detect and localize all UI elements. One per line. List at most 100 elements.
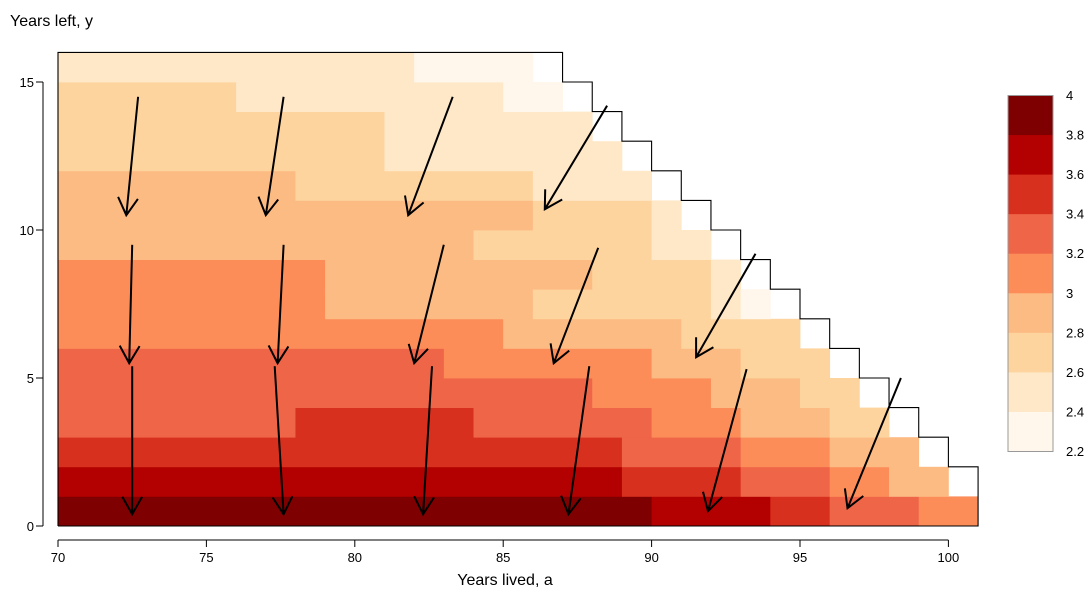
legend-swatch xyxy=(1008,174,1053,215)
legend-swatch xyxy=(1008,372,1053,413)
y-tick-label: 0 xyxy=(27,519,34,534)
heatmap-cell xyxy=(58,230,474,260)
legend-label: 3.2 xyxy=(1066,246,1084,261)
heatmap-cell xyxy=(651,230,712,260)
x-tick-label: 80 xyxy=(348,550,362,565)
flow-arrow xyxy=(404,96,454,218)
x-axis: 70 75 80 85 90 95 100 xyxy=(51,539,960,565)
heatmap-cell xyxy=(621,466,742,497)
y-axis-title: Years left, y xyxy=(10,13,93,30)
heatmap-cell xyxy=(58,200,534,231)
heatmap-cell xyxy=(384,111,593,142)
legend-label: 4 xyxy=(1066,88,1073,103)
heatmap-cell xyxy=(710,378,801,408)
flow-arrow xyxy=(695,253,757,360)
heatmap-cell xyxy=(295,407,474,438)
legend-label: 2.8 xyxy=(1066,325,1084,340)
x-tick-label: 90 xyxy=(644,550,658,565)
flow-arrow xyxy=(413,366,435,517)
heatmap-cell xyxy=(58,52,415,83)
heatmap-cell xyxy=(473,407,652,438)
domain-boundary-line xyxy=(57,51,979,527)
heatmap-cell xyxy=(740,466,831,497)
heatmap-cell xyxy=(414,52,534,83)
heatmap-cell xyxy=(58,289,326,320)
legend-frame xyxy=(1007,95,1054,452)
legend-label: 2.2 xyxy=(1066,444,1084,459)
y-tick-label: 5 xyxy=(27,371,34,386)
heatmap-cell xyxy=(58,141,385,172)
legend-swatch xyxy=(1008,293,1053,334)
flow-arrow xyxy=(560,366,591,517)
heatmap-cell xyxy=(592,259,712,290)
heatmap-cell xyxy=(740,407,831,438)
legend-swatch xyxy=(1008,253,1053,294)
heatmap-cell xyxy=(829,496,920,527)
x-tick-label: 70 xyxy=(51,550,65,565)
flow-arrows xyxy=(117,96,902,517)
heatmap-cell xyxy=(295,170,534,201)
color-legend: 4 3.8 3.6 3.4 3.2 3 2.8 2.6 2.4 2.2 xyxy=(1007,88,1084,459)
heatmap-cell xyxy=(740,348,831,379)
heatmap-cell xyxy=(770,496,831,527)
legend-label: 2.4 xyxy=(1066,404,1084,419)
heatmap-cell xyxy=(592,378,712,408)
legend-swatch xyxy=(1008,411,1053,452)
heatmap-cell xyxy=(503,318,682,349)
legend-swatch xyxy=(1008,95,1053,136)
flow-arrow xyxy=(549,247,600,366)
flow-arrow xyxy=(702,368,748,514)
heatmap-cell xyxy=(473,230,652,260)
heatmap-cell xyxy=(532,170,652,201)
heatmap-cell xyxy=(58,437,623,468)
heatmap-cell xyxy=(58,378,593,408)
flow-arrow xyxy=(121,366,143,517)
legend-swatch xyxy=(1008,135,1053,176)
y-axis: 0 5 10 15 xyxy=(20,75,44,534)
heatmap-cell xyxy=(829,466,890,497)
x-tick-label: 95 xyxy=(793,550,807,565)
heatmap-cell xyxy=(473,141,623,172)
heatmap-cell xyxy=(829,407,890,438)
flow-arrow xyxy=(271,366,294,517)
heatmap-cell xyxy=(236,82,504,112)
legend-label: 3.4 xyxy=(1066,207,1084,222)
legend-label: 3.8 xyxy=(1066,128,1084,143)
flow-arrow xyxy=(407,244,445,366)
heatmap-cell xyxy=(443,348,652,379)
x-tick-label: 75 xyxy=(199,550,213,565)
y-tick-label: 15 xyxy=(20,75,34,90)
heatmap-cell xyxy=(384,141,474,172)
heatmap-cell xyxy=(325,259,593,290)
heatmap-cell xyxy=(740,289,771,320)
legend-label: 2.6 xyxy=(1066,365,1084,380)
heatmap-cell xyxy=(681,318,801,349)
heatmap-cell xyxy=(740,437,831,468)
flow-arrow xyxy=(267,244,290,366)
domain-boundary xyxy=(57,51,979,527)
heatmap-cell xyxy=(889,466,949,497)
heatmap-cell xyxy=(58,407,296,438)
heatmap-cell xyxy=(710,259,742,290)
heatmap-cell xyxy=(58,466,623,497)
flow-arrow xyxy=(118,244,141,366)
heatmap-cell xyxy=(58,259,326,290)
heatmap-cell xyxy=(918,496,979,527)
legend-label: 3.6 xyxy=(1066,167,1084,182)
legend-label: 3 xyxy=(1066,286,1073,301)
heatmap-cell xyxy=(58,496,652,527)
heatmap-cell xyxy=(532,289,712,320)
heatmap-cells xyxy=(58,52,979,527)
legend-swatch xyxy=(1008,332,1053,373)
legend-swatch xyxy=(1008,214,1053,255)
x-tick-label: 85 xyxy=(496,550,510,565)
heatmap-cell xyxy=(58,82,237,112)
heatmap-cell xyxy=(503,82,563,112)
x-tick-label: 100 xyxy=(938,550,960,565)
heatmap-cell xyxy=(651,200,682,231)
flow-arrow xyxy=(543,105,608,212)
y-tick-label: 10 xyxy=(20,223,34,238)
flow-arrow xyxy=(117,96,140,218)
heatmap-cell xyxy=(651,407,742,438)
